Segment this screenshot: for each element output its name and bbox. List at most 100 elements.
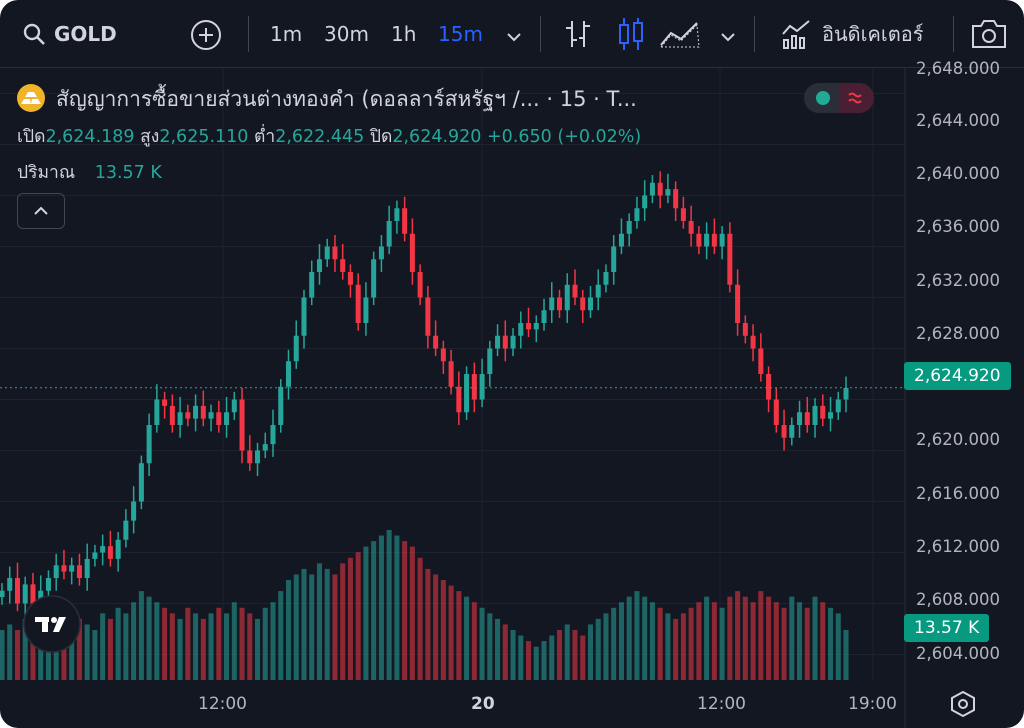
toolbar: GOLD 1m 30m 1h 15m อินดิเคเตอร์	[0, 0, 1024, 68]
volume-bar	[355, 552, 361, 680]
volume-bar	[193, 613, 199, 680]
interval-30m[interactable]: 30m	[324, 22, 369, 46]
candle-body	[533, 323, 539, 330]
candle-body	[0, 590, 5, 598]
volume-bar	[804, 607, 810, 680]
indicators-button[interactable]: อินดิเคเตอร์	[822, 22, 924, 46]
candle-body	[495, 335, 501, 349]
chevron-down-icon[interactable]	[720, 28, 736, 42]
candle-body	[138, 463, 144, 502]
volume-bar	[471, 602, 477, 680]
symbol-search-button[interactable]: GOLD	[54, 22, 117, 46]
volume-value: 13.57 K	[94, 163, 162, 183]
interval-1m[interactable]: 1m	[270, 22, 303, 46]
candle-body	[425, 297, 431, 336]
volume-bar	[309, 574, 315, 680]
candle-body	[7, 578, 13, 591]
candle-body	[200, 405, 206, 419]
compare-add-icon[interactable]	[190, 19, 222, 51]
candle-body	[45, 578, 51, 591]
candle-body	[208, 412, 214, 419]
search-icon[interactable]	[22, 22, 46, 46]
collapse-legend-button[interactable]	[17, 193, 65, 229]
candle-body	[665, 189, 671, 196]
candle-body	[789, 425, 795, 438]
candle-body	[371, 259, 377, 298]
volume-bar	[526, 641, 532, 680]
volume-bar	[495, 618, 501, 680]
bar-chart-type-icon[interactable]	[563, 18, 593, 50]
volume-bar	[301, 568, 307, 680]
volume-bar	[680, 613, 686, 680]
candle-body	[84, 558, 90, 578]
symbol-title[interactable]: สัญญาการซื้อขายส่วนต่างทองคำ (ดอลลาร์สหร…	[56, 87, 637, 111]
camera-icon[interactable]	[970, 18, 1008, 50]
volume-label: ปริมาณ	[17, 163, 76, 183]
volume-bar	[123, 613, 129, 680]
volume-bar	[316, 563, 322, 680]
volume-bar	[533, 646, 539, 680]
price-tick: 2,612.000	[916, 537, 1000, 556]
tradingview-logo-icon[interactable]	[23, 595, 81, 653]
candle-body	[216, 412, 222, 425]
candle-body	[456, 386, 462, 413]
candle-body	[22, 584, 28, 604]
candle-body	[61, 565, 67, 572]
volume-bar	[216, 607, 222, 680]
volume-bar	[394, 535, 400, 680]
volume-bar	[464, 596, 470, 680]
volume-bar	[247, 613, 253, 680]
candle-body	[711, 233, 717, 247]
candle-body	[603, 272, 609, 285]
candle-body	[487, 348, 493, 374]
market-status[interactable]	[804, 83, 874, 113]
settings-hexagon-icon[interactable]	[950, 690, 976, 718]
candle-body	[611, 246, 617, 272]
volume-bar	[185, 607, 191, 680]
interval-1h[interactable]: 1h	[391, 22, 417, 46]
volume-bar	[549, 635, 555, 680]
candle-body	[247, 450, 253, 464]
close-label: ปิด	[369, 127, 393, 147]
indicators-icon[interactable]	[780, 18, 812, 50]
candle-body	[123, 520, 129, 540]
price-tick: 2,636.000	[916, 217, 1000, 236]
candle-body	[440, 348, 446, 362]
volume-bar	[673, 618, 679, 680]
volume-bar	[541, 641, 547, 680]
candle-body	[735, 284, 741, 323]
time-tick: 20	[471, 694, 495, 714]
volume-bar	[45, 630, 51, 680]
candle-body	[510, 335, 516, 349]
candle-body	[309, 272, 315, 298]
candle-body	[417, 272, 423, 298]
volume-bar	[378, 535, 384, 680]
volume-bar	[224, 613, 230, 680]
candle-body	[719, 233, 725, 247]
candle-body	[224, 412, 230, 425]
candlestick-chart-icon[interactable]	[616, 16, 646, 52]
candle-body	[92, 552, 98, 559]
volume-bar	[773, 602, 779, 680]
volume-bar	[789, 596, 795, 680]
chevron-down-icon[interactable]	[506, 28, 522, 42]
volume-bar	[76, 618, 82, 680]
volume-bar	[324, 568, 330, 680]
candle-body	[827, 412, 834, 419]
volume-bar	[843, 630, 849, 680]
volume-bar	[278, 591, 284, 680]
volume-bar	[61, 624, 67, 680]
area-chart-icon[interactable]	[659, 19, 701, 49]
candle-body	[587, 297, 593, 311]
volume-bar	[719, 607, 725, 680]
candle-body	[742, 323, 748, 336]
volume-bar	[332, 574, 338, 680]
candle-body	[347, 272, 353, 285]
volume-bar	[162, 607, 168, 680]
volume-bar	[30, 624, 36, 680]
volume-bar	[107, 618, 113, 680]
interval-15m[interactable]: 15m	[438, 22, 483, 46]
price-tick: 2,628.000	[916, 324, 1000, 343]
candle-body	[433, 335, 439, 349]
volume-bar	[231, 602, 237, 680]
